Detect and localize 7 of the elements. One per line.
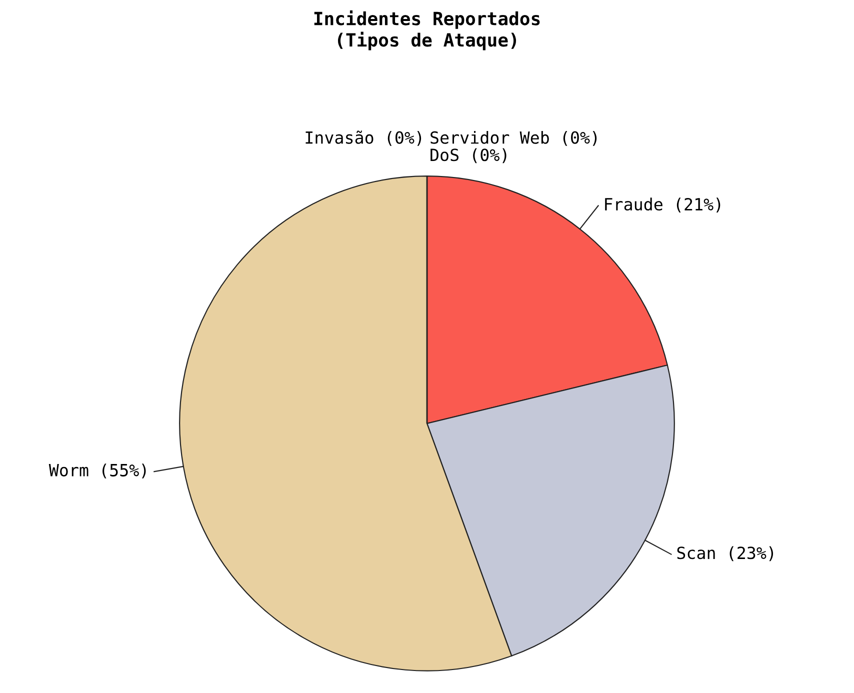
slice-label: Worm (55%) — [48, 464, 146, 478]
category-label: Invasão (0%) — [306, 130, 422, 146]
category-label: DoS (0%) — [430, 148, 506, 164]
slice-label: Scan (23%) — [677, 546, 774, 562]
chart-title: Incidentes Reportados (Tipos de Ataque) — [314, 10, 540, 50]
category-label: Servidor Web (0%) — [430, 130, 597, 146]
slice-label: Fraude (21%) — [605, 198, 720, 213]
